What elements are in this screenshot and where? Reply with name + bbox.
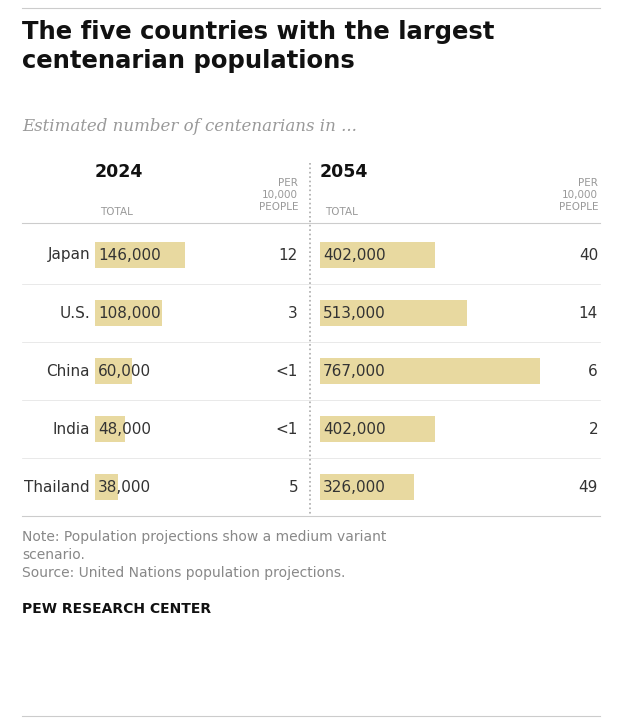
Bar	[95, 474, 118, 500]
Text: 38,000: 38,000	[98, 479, 151, 494]
Text: TOTAL: TOTAL	[100, 207, 133, 217]
Text: India: India	[53, 421, 90, 437]
Text: 146,000: 146,000	[98, 248, 161, 263]
Text: 2: 2	[588, 421, 598, 437]
Text: scenario.: scenario.	[22, 548, 85, 562]
Text: <1: <1	[276, 363, 298, 379]
Text: Thailand: Thailand	[24, 479, 90, 494]
Text: 12: 12	[279, 248, 298, 263]
Text: 5: 5	[288, 479, 298, 494]
Text: 513,000: 513,000	[323, 306, 386, 321]
Text: PEW RESEARCH CENTER: PEW RESEARCH CENTER	[22, 602, 211, 616]
Text: 40: 40	[578, 248, 598, 263]
Bar	[320, 242, 435, 268]
Bar	[320, 416, 435, 442]
Text: 402,000: 402,000	[323, 248, 386, 263]
Text: 108,000: 108,000	[98, 306, 161, 321]
Bar	[95, 242, 185, 268]
Text: 3: 3	[288, 306, 298, 321]
Bar	[95, 416, 125, 442]
Text: 14: 14	[578, 306, 598, 321]
Text: 767,000: 767,000	[323, 363, 386, 379]
Text: 326,000: 326,000	[323, 479, 386, 494]
Text: China: China	[46, 363, 90, 379]
Text: Estimated number of centenarians in ...: Estimated number of centenarians in ...	[22, 118, 357, 135]
Text: 6: 6	[588, 363, 598, 379]
Text: 60,000: 60,000	[98, 363, 151, 379]
Text: PER
10,000
PEOPLE: PER 10,000 PEOPLE	[559, 178, 598, 212]
Text: 2024: 2024	[95, 163, 143, 181]
Text: TOTAL: TOTAL	[325, 207, 358, 217]
Text: PER
10,000
PEOPLE: PER 10,000 PEOPLE	[259, 178, 298, 212]
Text: <1: <1	[276, 421, 298, 437]
Bar	[95, 358, 132, 384]
Text: 2054: 2054	[320, 163, 368, 181]
Text: Source: United Nations population projections.: Source: United Nations population projec…	[22, 566, 345, 580]
Text: 49: 49	[578, 479, 598, 494]
Bar	[320, 300, 467, 326]
Text: The five countries with the largest
centenarian populations: The five countries with the largest cent…	[22, 20, 494, 72]
Text: Japan: Japan	[47, 248, 90, 263]
Bar	[95, 300, 162, 326]
Bar	[320, 474, 414, 500]
Text: U.S.: U.S.	[60, 306, 90, 321]
Bar	[320, 358, 540, 384]
Text: 48,000: 48,000	[98, 421, 151, 437]
Text: Note: Population projections show a medium variant: Note: Population projections show a medi…	[22, 530, 386, 544]
Text: 402,000: 402,000	[323, 421, 386, 437]
